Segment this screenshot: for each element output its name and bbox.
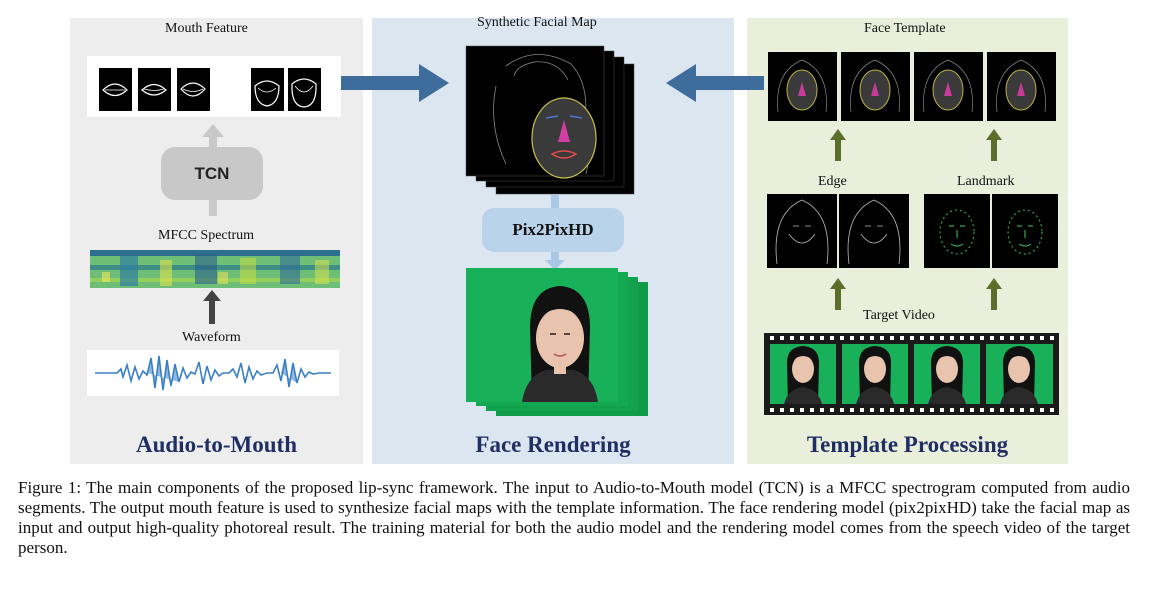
target-video-label: Target Video bbox=[863, 308, 935, 323]
face-template-frame bbox=[841, 52, 910, 121]
video-frame bbox=[842, 344, 908, 404]
mouth-feature-frame bbox=[99, 68, 132, 111]
face-template-label: Face Template bbox=[864, 21, 946, 36]
mouth-feature-label: Mouth Feature bbox=[165, 21, 248, 36]
mfcc-spectrum-label: MFCC Spectrum bbox=[158, 228, 255, 243]
synthetic-facial-map-label: Synthetic Facial Map bbox=[477, 15, 597, 30]
edge-maps bbox=[767, 194, 909, 268]
face-rendering-title: Face Rendering bbox=[475, 432, 631, 457]
waveform-to-mfcc-arrow bbox=[203, 290, 221, 324]
face-template-frame bbox=[914, 52, 983, 121]
audio-to-mouth-title: Audio-to-Mouth bbox=[135, 432, 297, 457]
edge-label: Edge bbox=[818, 174, 847, 189]
face-template-strip bbox=[768, 52, 1056, 121]
target-video-filmstrip bbox=[764, 333, 1059, 415]
mouth-feature-frame bbox=[138, 68, 171, 111]
landmark-maps bbox=[924, 194, 1058, 268]
template-processing-title: Template Processing bbox=[806, 432, 1009, 457]
photoreal-output-stack bbox=[466, 268, 648, 416]
audio-waveform bbox=[87, 350, 339, 396]
video-to-landmark-arrow bbox=[986, 278, 1002, 310]
mouth-feature-frame bbox=[251, 68, 284, 111]
mouth-to-synthetic-arrow bbox=[341, 64, 449, 102]
mouth-feature-strip bbox=[87, 56, 341, 117]
video-to-edge-arrow bbox=[830, 278, 846, 310]
synthetic-facial-map-stack bbox=[465, 45, 635, 195]
video-frame bbox=[914, 344, 980, 404]
figure-caption: Figure 1: The main components of the pro… bbox=[18, 478, 1130, 557]
mfcc-spectrogram bbox=[90, 250, 340, 288]
edge-to-template-arrow bbox=[830, 129, 846, 161]
video-frame bbox=[986, 344, 1053, 404]
pix2pixhd-model-box: Pix2PixHD bbox=[482, 208, 624, 252]
video-frame bbox=[770, 344, 836, 404]
pix-to-output-arrow bbox=[545, 252, 565, 270]
mouth-feature-frame bbox=[288, 68, 321, 111]
template-to-synthetic-arrow bbox=[666, 64, 764, 102]
face-template-frame bbox=[987, 52, 1056, 121]
landmark-to-template-arrow bbox=[986, 129, 1002, 161]
speaker-portrait bbox=[522, 286, 598, 402]
waveform-label: Waveform bbox=[182, 330, 241, 345]
mouth-feature-frame bbox=[177, 68, 210, 111]
tcn-model-box: TCN bbox=[161, 147, 263, 200]
synthetic-to-pix-arrow bbox=[551, 195, 559, 209]
face-template-frame bbox=[768, 52, 837, 121]
landmark-label: Landmark bbox=[957, 174, 1015, 189]
